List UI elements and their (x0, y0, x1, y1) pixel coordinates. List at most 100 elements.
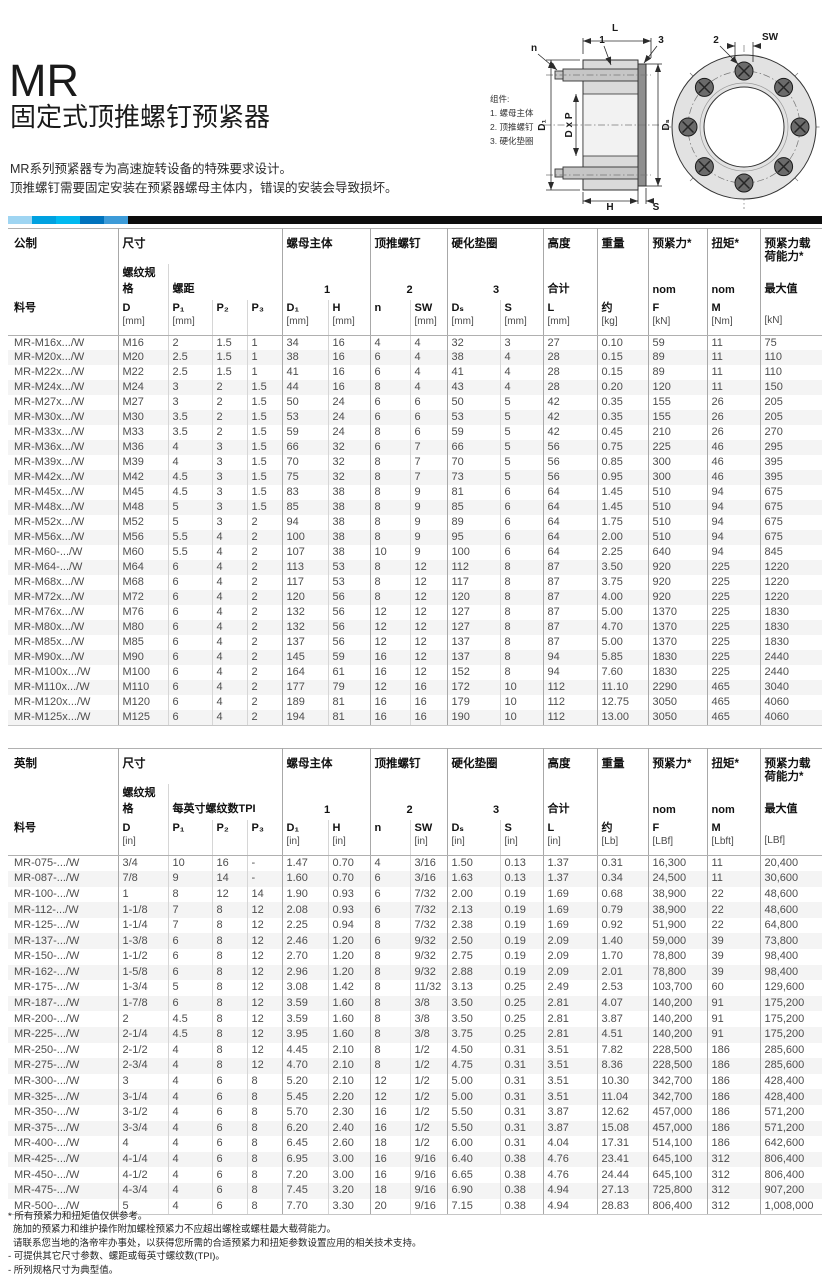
spec-cell: 12 (369, 605, 410, 621)
column-sub-header: nom (647, 264, 707, 301)
spec-cell: 3/8 (409, 1011, 447, 1027)
spec-cell: 16 (369, 650, 410, 666)
part-number-cell: MR-187-.../W (14, 997, 80, 1010)
spec-cell: 94 (542, 665, 597, 681)
spec-cell: M39 (117, 455, 168, 471)
table-row: MR-M64-.../W M64 6 4 2 113 53 8 12 112 8 87 3.50 920 2… (8, 560, 822, 576)
spec-cell: 3.51 (542, 1089, 597, 1105)
spec-cell: 5 (499, 440, 543, 456)
spec-cell: 1/2 (409, 1136, 447, 1152)
spec-cell: 6.00 (446, 1136, 500, 1152)
spec-cell: 2.5 (167, 350, 212, 366)
spec-cell: 186 (706, 1089, 760, 1105)
spec-cell: 0.79 (596, 902, 648, 918)
table-row: MR-M22x.../W M22 2.5 1.5 1 41 16 6 4 41 4 28 0.15 89 1… (8, 365, 822, 381)
spec-cell: 645,100 (647, 1167, 707, 1183)
part-number-cell: MR-M110x.../W (14, 681, 90, 694)
spec-cell: 4 (211, 575, 247, 591)
column-header: H [mm] (327, 300, 370, 336)
spec-cell: 112 (446, 560, 500, 576)
spec-cell: 4 (167, 1198, 212, 1215)
spec-cell: 41 (281, 365, 328, 381)
spec-cell: 3.5 (167, 425, 212, 441)
spec-cell: 3.30 (327, 1198, 370, 1215)
table-row: MR-150-.../W 1-1/2 6 8 12 2.70 1.20 8 9/32 2.75 0.… (8, 949, 822, 965)
spec-cell: 0.15 (596, 350, 648, 366)
spec-cell: 4 (409, 380, 447, 396)
column-header: n (369, 820, 410, 856)
table-row: MR-M125x.../W M125 6 4 2 194 81 16 16 190 10 112 13.… (8, 710, 822, 726)
column-group-header: 公制 (14, 238, 37, 250)
spec-cell: 6 (211, 1167, 247, 1183)
spec-cell: 8 (369, 980, 410, 996)
spec-cell: 8 (369, 949, 410, 965)
spec-cell: 6 (499, 500, 543, 516)
spec-cell: 38,900 (647, 902, 707, 918)
spec-cell: 7.45 (281, 1182, 328, 1199)
table-row: MR-M100x.../W M100 6 4 2 164 61 16 12 152 8 94 7.60 1… (8, 665, 822, 681)
spec-cell: 1.5 (246, 425, 282, 441)
spec-cell: 6 (211, 1089, 247, 1105)
column-header: M [Nm] (706, 300, 760, 336)
product-series-title: MR (9, 55, 79, 106)
table-row: MR-M120x.../W M120 6 4 2 189 81 16 16 179 10 112 12.… (8, 695, 822, 711)
spec-cell: 0.38 (499, 1198, 543, 1215)
dim-label-L: L (612, 23, 618, 34)
spec-cell: 16 (327, 365, 370, 381)
part-number-cell: MR-450-.../W (14, 1168, 80, 1181)
table-row: MR-M76x.../W M76 6 4 2 132 56 12 12 127 8 87 5.00 137… (8, 605, 822, 621)
spec-cell: 3050 (647, 710, 707, 726)
spec-cell: 26 (706, 410, 760, 426)
spec-cell: 5 (167, 980, 212, 996)
spec-cell: 5 (167, 515, 212, 531)
spec-cell: 1830 (759, 620, 822, 636)
spec-cell: 6.45 (281, 1136, 328, 1152)
spec-cell: 89 (446, 515, 500, 531)
spec-cell: 64 (542, 500, 597, 516)
spec-cell: 10.30 (596, 1073, 648, 1090)
spec-cell: 1-1/4 (117, 917, 168, 934)
spec-cell: 6 (499, 485, 543, 501)
spec-cell: 16 (409, 680, 447, 696)
spec-cell: 56 (327, 605, 370, 621)
spec-cell: 6 (211, 1198, 247, 1215)
spec-cell: 1-1/8 (117, 902, 168, 918)
spec-cell: 3.51 (542, 1073, 597, 1090)
spec-cell: 9/32 (409, 933, 447, 949)
spec-cell: 312 (706, 1182, 760, 1199)
spec-cell: 2-3/4 (117, 1058, 168, 1074)
spec-cell: 48,600 (759, 902, 822, 918)
spec-cell: 6.95 (281, 1151, 328, 1168)
table-row: MR-125-.../W 1-1/4 7 8 12 2.25 0.94 8 7/32 2.38 0.… (8, 917, 822, 934)
spec-cell: 3/4 (117, 855, 168, 872)
spec-cell: 4 (499, 365, 543, 381)
spec-cell: 6 (211, 1120, 247, 1137)
spec-cell: 94 (706, 530, 760, 546)
spec-cell: 225 (706, 620, 760, 636)
footnote-line: 请联系您当地的洛帝牢办事处，以获得您所需的合适预紧力和扭矩参数设置应用的相关技术… (13, 1237, 422, 1249)
spec-cell: 6.65 (446, 1167, 500, 1183)
spec-cell: 34 (281, 335, 328, 351)
spec-cell: 12 (409, 635, 447, 651)
spec-cell: 1 (246, 365, 282, 381)
part-number-cell: MR-M85x.../W (14, 636, 85, 649)
spec-cell: 1.5 (246, 455, 282, 471)
accent-bar-segment (32, 216, 56, 224)
spec-cell: M52 (117, 515, 168, 531)
part-number-cell: MR-M48x.../W (14, 501, 85, 514)
footnote-line: - 所列规格尺寸为典型值。 (8, 1264, 119, 1276)
spec-cell: 7 (409, 440, 447, 456)
spec-cell: 177 (281, 680, 328, 696)
spec-cell: 81 (327, 710, 370, 726)
table-row: MR-M90x.../W M90 6 4 2 145 59 16 12 137 8 94 5.85 183… (8, 650, 822, 666)
spec-cell: 12 (211, 886, 247, 903)
spec-cell: 1.70 (596, 949, 648, 965)
spec-cell: 87 (542, 590, 597, 606)
spec-cell: 2-1/4 (117, 1026, 168, 1043)
spec-cell: 3 (211, 500, 247, 516)
spec-cell: 8 (211, 1042, 247, 1059)
column-group-header: 顶推螺钉 (369, 228, 447, 265)
spec-cell: 0.35 (596, 395, 648, 411)
spec-cell: 571,200 (759, 1120, 822, 1137)
spec-cell: 12 (409, 605, 447, 621)
